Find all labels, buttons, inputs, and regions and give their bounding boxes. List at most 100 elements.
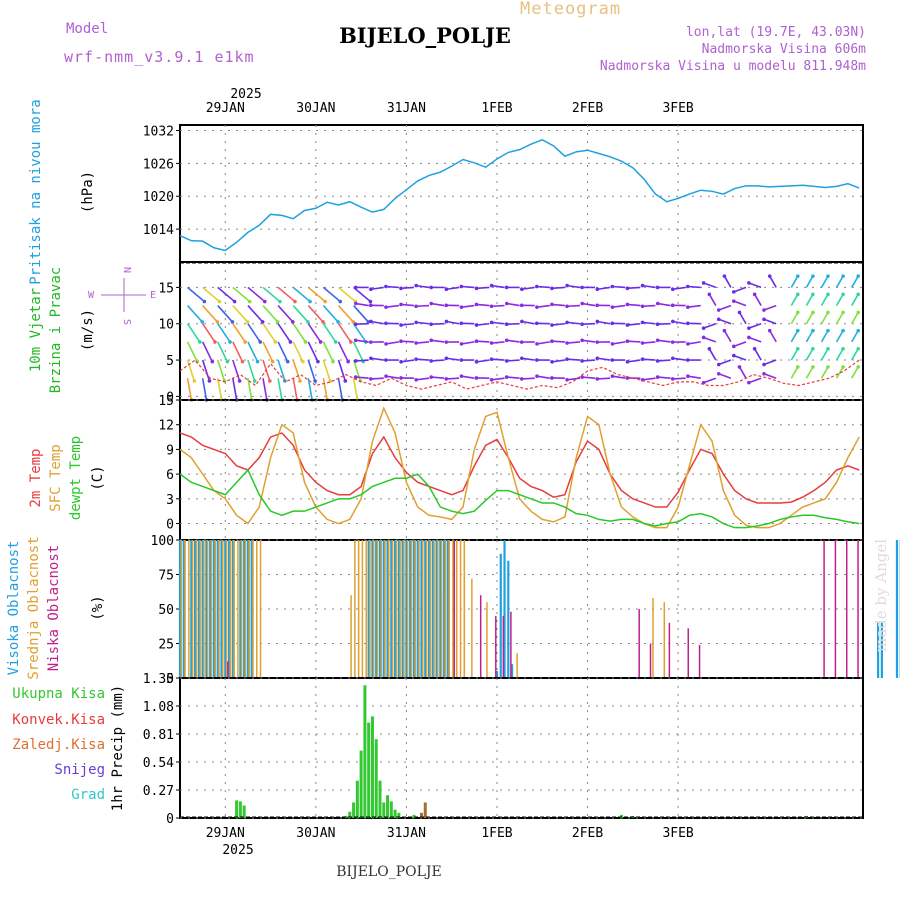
wind-arrow-head xyxy=(762,317,766,321)
wind-arrow-head xyxy=(429,322,433,326)
wind-arrow xyxy=(770,331,777,342)
wind-arrow xyxy=(567,359,580,360)
sfc-temp-line xyxy=(180,408,859,527)
wind-arrow-head xyxy=(762,363,766,367)
wind-arrow-head xyxy=(723,329,727,333)
wind-arrow-head xyxy=(811,329,815,333)
ytick-label: 1026 xyxy=(143,157,174,172)
wind-arrow-head xyxy=(841,329,845,333)
wind-arrow xyxy=(248,342,258,362)
wind-arrow xyxy=(709,349,716,360)
panel-frame xyxy=(180,540,863,678)
wind-arrow-head xyxy=(319,340,323,344)
wind-arrow-head xyxy=(248,300,252,304)
wind-arrow-head xyxy=(384,358,388,362)
wind-arrow-head xyxy=(656,322,660,326)
wind-arrow xyxy=(537,287,550,288)
wind-arrow xyxy=(749,283,761,287)
ytick-label: 0.81 xyxy=(143,728,174,743)
wind-arrow xyxy=(233,342,243,362)
wind-arrow-head xyxy=(656,286,660,290)
wind-arrow-head xyxy=(336,320,340,324)
wind-arrow-head xyxy=(304,340,308,344)
wind-arrow-head xyxy=(475,287,479,291)
precip-bar xyxy=(424,802,427,818)
header: Model wrf-nmm_v3.9.1 e1km Meteogram BIJE… xyxy=(64,0,866,74)
precip-bar xyxy=(239,801,242,818)
wind-arrow-head xyxy=(565,284,569,288)
precip-bar xyxy=(375,739,378,818)
wind-arrow xyxy=(431,340,444,342)
wind-arrow-head xyxy=(246,320,250,324)
precip-bar xyxy=(352,802,355,818)
wind-arrow-head xyxy=(198,340,202,344)
wind-arrow xyxy=(386,342,399,344)
wind-arrow-head xyxy=(384,285,388,289)
wind-arrow xyxy=(293,324,305,342)
wind-arrow xyxy=(354,287,371,301)
wind-arrow-head xyxy=(384,305,388,309)
wind-arrow-head xyxy=(253,379,257,383)
wind-arrow xyxy=(308,360,315,381)
wind-arrow-head xyxy=(702,326,706,330)
meteogram-label: Meteogram xyxy=(520,0,621,19)
precip-bar xyxy=(363,685,366,818)
wind-arrow xyxy=(627,287,640,288)
wind-arrow-head xyxy=(278,300,282,304)
wind-arrow-head xyxy=(841,274,845,278)
wind-arrow xyxy=(688,306,701,308)
wind-arrow-head xyxy=(856,274,860,278)
low-cloud-label: Niska Oblacnost xyxy=(46,545,62,671)
wind-arrow-head xyxy=(656,359,660,363)
wind-arrow-head xyxy=(565,357,569,361)
wind-arrow xyxy=(293,306,308,322)
day-label-bottom: 30JAN xyxy=(296,826,335,841)
wind-arrow xyxy=(673,378,686,379)
panel-frame xyxy=(180,400,863,540)
wind-arrow xyxy=(338,306,353,322)
wind-arrow-head xyxy=(626,323,630,327)
wind-arrow xyxy=(401,324,414,325)
model-altitude-label: Nadmorska Visina u modelu 811.948m xyxy=(600,59,866,74)
wind-arrow xyxy=(263,378,267,400)
wind-arrow xyxy=(278,287,295,301)
wind-arrow-head xyxy=(414,341,418,345)
compass-south: S xyxy=(121,319,132,325)
wind-arrow-head xyxy=(747,326,751,330)
wind-arrow xyxy=(203,342,213,362)
wind-arrow xyxy=(293,342,303,362)
wind-arrow xyxy=(476,324,489,325)
compass-north: N xyxy=(121,267,132,273)
ytick-label: 1.35 xyxy=(143,672,174,687)
wind-arrow-head xyxy=(671,320,675,324)
wind-arrow xyxy=(704,324,716,328)
precip-bar xyxy=(371,716,374,818)
wind-arrow xyxy=(755,294,762,305)
wind-arrow xyxy=(371,378,384,379)
wind-arrow xyxy=(852,312,859,323)
wind-arrow xyxy=(552,287,565,288)
wind-arrow-head xyxy=(444,340,448,344)
wind-arrow-head xyxy=(826,347,830,351)
wind-arrow-head xyxy=(384,321,388,325)
wind-arrow xyxy=(704,337,716,341)
wind-arrow-head xyxy=(811,311,815,315)
wind-arrow-head xyxy=(856,365,860,369)
wind-arrow-head xyxy=(762,308,766,312)
wind-arrow-head xyxy=(414,304,418,308)
wind-arrow xyxy=(248,287,265,301)
wind-arrow xyxy=(522,321,535,323)
wind-arrow-head xyxy=(580,302,584,306)
wind-arrow-head xyxy=(460,374,464,378)
wind-arrow-head xyxy=(841,293,845,297)
wind-arrow-head xyxy=(565,321,569,325)
wind-arrow xyxy=(278,324,290,342)
wind-arrow-head xyxy=(702,336,706,340)
lonlat-label: lon,lat (19.7E, 43.03N) xyxy=(686,25,866,40)
wind-arrow xyxy=(233,324,245,342)
wind-arrow-head xyxy=(399,303,403,307)
wind-arrow-head xyxy=(505,375,509,379)
station-title: BIJELO_POLJE xyxy=(339,23,511,48)
precip-bar xyxy=(360,751,363,818)
signature: made by Angel xyxy=(872,539,890,652)
